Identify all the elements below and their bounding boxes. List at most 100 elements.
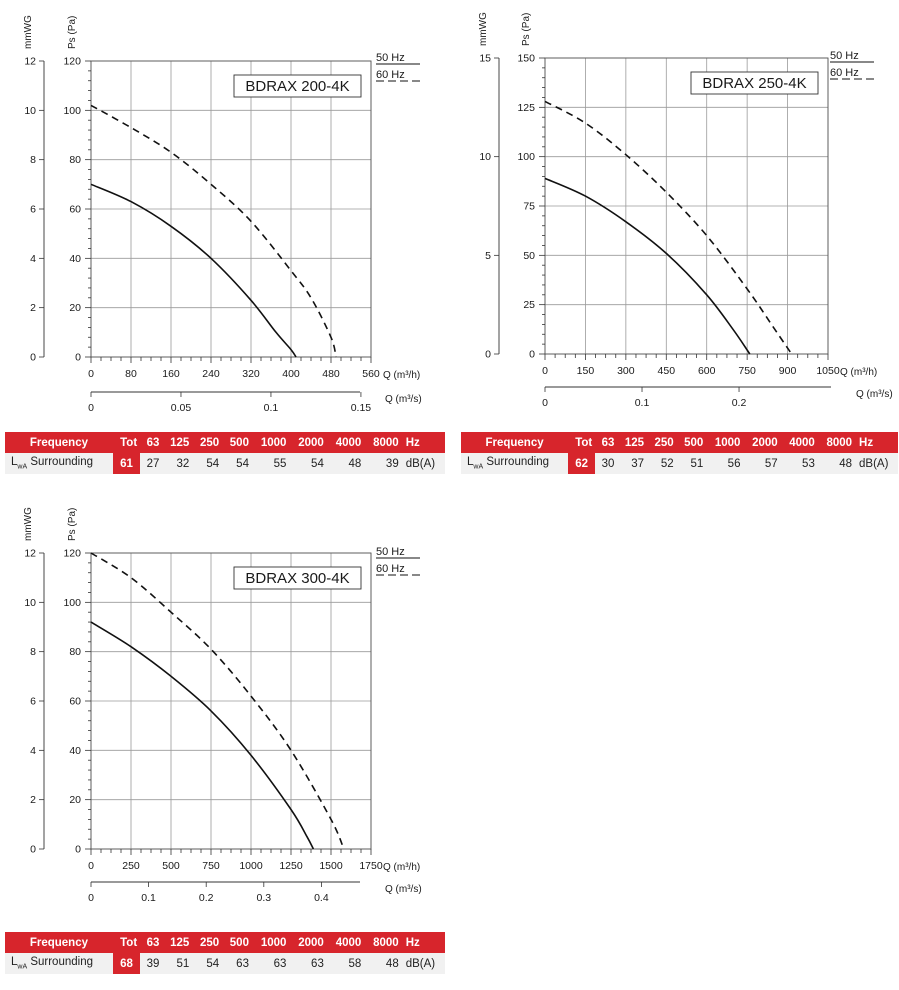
mmwg-tick-label: 4: [30, 253, 36, 265]
x-axis-title-m3h: Q (m³/h): [383, 862, 420, 873]
lwa-symbol: L: [11, 456, 18, 469]
pa-axis-title: Ps (Pa): [67, 16, 78, 49]
x-tick-label: 1750: [359, 860, 383, 872]
x-tick-label: 250: [122, 860, 140, 872]
q-m3s-tick-label: 0.1: [141, 892, 156, 904]
pa-tick-label: 80: [69, 154, 81, 166]
mmwg-tick-label: 2: [30, 302, 36, 314]
x-tick-label: 0: [88, 860, 94, 872]
mmwg-tick-label: 5: [485, 250, 491, 262]
chart-title-box: [233, 74, 362, 98]
q-m3s-tick-label: 0.3: [256, 892, 271, 904]
x-tick-label: 1250: [279, 860, 303, 872]
chart-title: BDRAX 250-4K: [702, 75, 806, 92]
x-axis-title-m3s: Q (m³/s): [385, 884, 422, 895]
q-m3s-tick-label: 0.1: [635, 397, 650, 409]
pa-tick-label: 0: [529, 349, 535, 361]
lwa-symbol: L: [467, 456, 474, 469]
band-value: 54: [222, 453, 252, 474]
frequency-band-header: 1000: [251, 432, 290, 453]
pa-tick-label: 100: [63, 597, 81, 609]
x-tick-label: 240: [202, 368, 220, 380]
lwa-symbol: L: [11, 956, 18, 969]
mmwg-tick-label: 10: [479, 151, 491, 163]
frequency-band-header: 250: [192, 432, 223, 453]
band-value: 32: [162, 453, 193, 474]
pa-tick-label: 60: [69, 696, 81, 708]
x-tick-label: 0: [88, 368, 94, 380]
frequency-band-header: 500: [676, 432, 707, 453]
x-tick-label: 160: [162, 368, 180, 380]
x-tick-label: 80: [125, 368, 137, 380]
q-m3s-tick-label: 0.1: [264, 402, 279, 414]
x-axis-title-m3s: Q (m³/s): [856, 389, 893, 400]
curve-60hz: [90, 104, 337, 358]
hz-unit-header: Hz: [401, 432, 445, 453]
band-value: 48: [817, 453, 856, 474]
tot-header: Tot: [112, 432, 141, 453]
chart-svg: 0 20 40 60 80 100 120 0 2 4 6 8 10 12 mmWG Ps (Pa) 0 250 5…: [23, 507, 422, 904]
chart-svg: 0 20 40 60 80 100 120 0 2 4 6 8 10 12 mmWG Ps (Pa) 0 80 16…: [23, 15, 422, 414]
tot-header: Tot: [568, 432, 596, 453]
pa-tick-label: 120: [63, 548, 81, 560]
x-axis-title-m3s: Q (m³/s): [385, 394, 422, 405]
mmwg-tick-label: 15: [479, 53, 491, 65]
pa-tick-label: 25: [523, 299, 535, 311]
pa-tick-label: 60: [69, 204, 81, 216]
curve-50hz: [90, 621, 315, 850]
x-tick-label: 320: [242, 368, 260, 380]
frequency-band-header: 8000: [364, 932, 402, 953]
pa-tick-label: 20: [69, 302, 81, 314]
curve-50hz: [544, 177, 751, 355]
band-value: 39: [364, 453, 402, 474]
pa-tick-label: 150: [517, 53, 535, 65]
frequency-band-header: 1000: [251, 932, 290, 953]
band-value: 55: [251, 453, 290, 474]
sound-power-table: Frequency Tot 63 125 250 500 1000 2000 4000 8000 H…: [461, 432, 898, 474]
x-tick-label: 0: [542, 365, 548, 377]
pa-tick-label: 0: [75, 844, 81, 856]
band-value: 48: [326, 453, 365, 474]
chart-title-box: [233, 566, 362, 590]
frequency-band-header: 125: [162, 432, 193, 453]
q-m3s-tick-label: 0.05: [171, 402, 192, 414]
lwa-surrounding-label: LwA Surrounding: [461, 453, 569, 474]
chart-title-box: [690, 71, 819, 95]
frequency-band-header: 250: [647, 432, 677, 453]
tot-value: 61: [112, 453, 141, 474]
x-axis-title-m3h: Q (m³/h): [383, 370, 420, 381]
q-m3s-tick-label: 0: [542, 397, 548, 409]
mmwg-axis-title: mmWG: [478, 12, 489, 46]
x-tick-label: 150: [577, 365, 595, 377]
frequency-band-header: 63: [140, 432, 163, 453]
mmwg-tick-label: 4: [30, 745, 36, 757]
band-value: 39: [140, 953, 163, 974]
legend-50hz-label: 50 Hz: [830, 50, 859, 62]
pa-axis-title: Ps (Pa): [521, 13, 532, 46]
legend-60hz-label: 60 Hz: [376, 69, 405, 81]
x-tick-label: 600: [698, 365, 716, 377]
band-value: 52: [647, 453, 677, 474]
chart-panel-bdrax-200: 0 20 40 60 80 100 120 0 2 4 6 8 10 12 mmWG Ps (Pa) 0 80 16…: [0, 0, 450, 490]
q-m3s-tick-label: 0.2: [732, 397, 747, 409]
mmwg-tick-label: 12: [24, 56, 36, 68]
x-tick-label: 750: [202, 860, 220, 872]
frequency-band-header: 4000: [780, 432, 818, 453]
frequency-band-header: 63: [595, 432, 618, 453]
frequency-band-header: 8000: [364, 432, 402, 453]
pa-tick-label: 120: [63, 56, 81, 68]
x-tick-label: 1050: [816, 365, 840, 377]
mmwg-tick-label: 10: [24, 597, 36, 609]
lwa-subscript: wA: [473, 463, 484, 471]
x-tick-label: 500: [162, 860, 180, 872]
pa-tick-label: 100: [517, 151, 535, 163]
legend-60hz-label: 60 Hz: [376, 563, 405, 575]
q-m3s-tick-label: 0.15: [351, 402, 372, 414]
q-m3s-tick-label: 0.2: [199, 892, 214, 904]
frequency-band-header: 1000: [706, 432, 744, 453]
x-tick-label: 300: [617, 365, 635, 377]
x-tick-label: 450: [658, 365, 676, 377]
mmwg-tick-label: 8: [30, 154, 36, 166]
band-value: 58: [326, 953, 365, 974]
mmwg-tick-label: 8: [30, 646, 36, 658]
